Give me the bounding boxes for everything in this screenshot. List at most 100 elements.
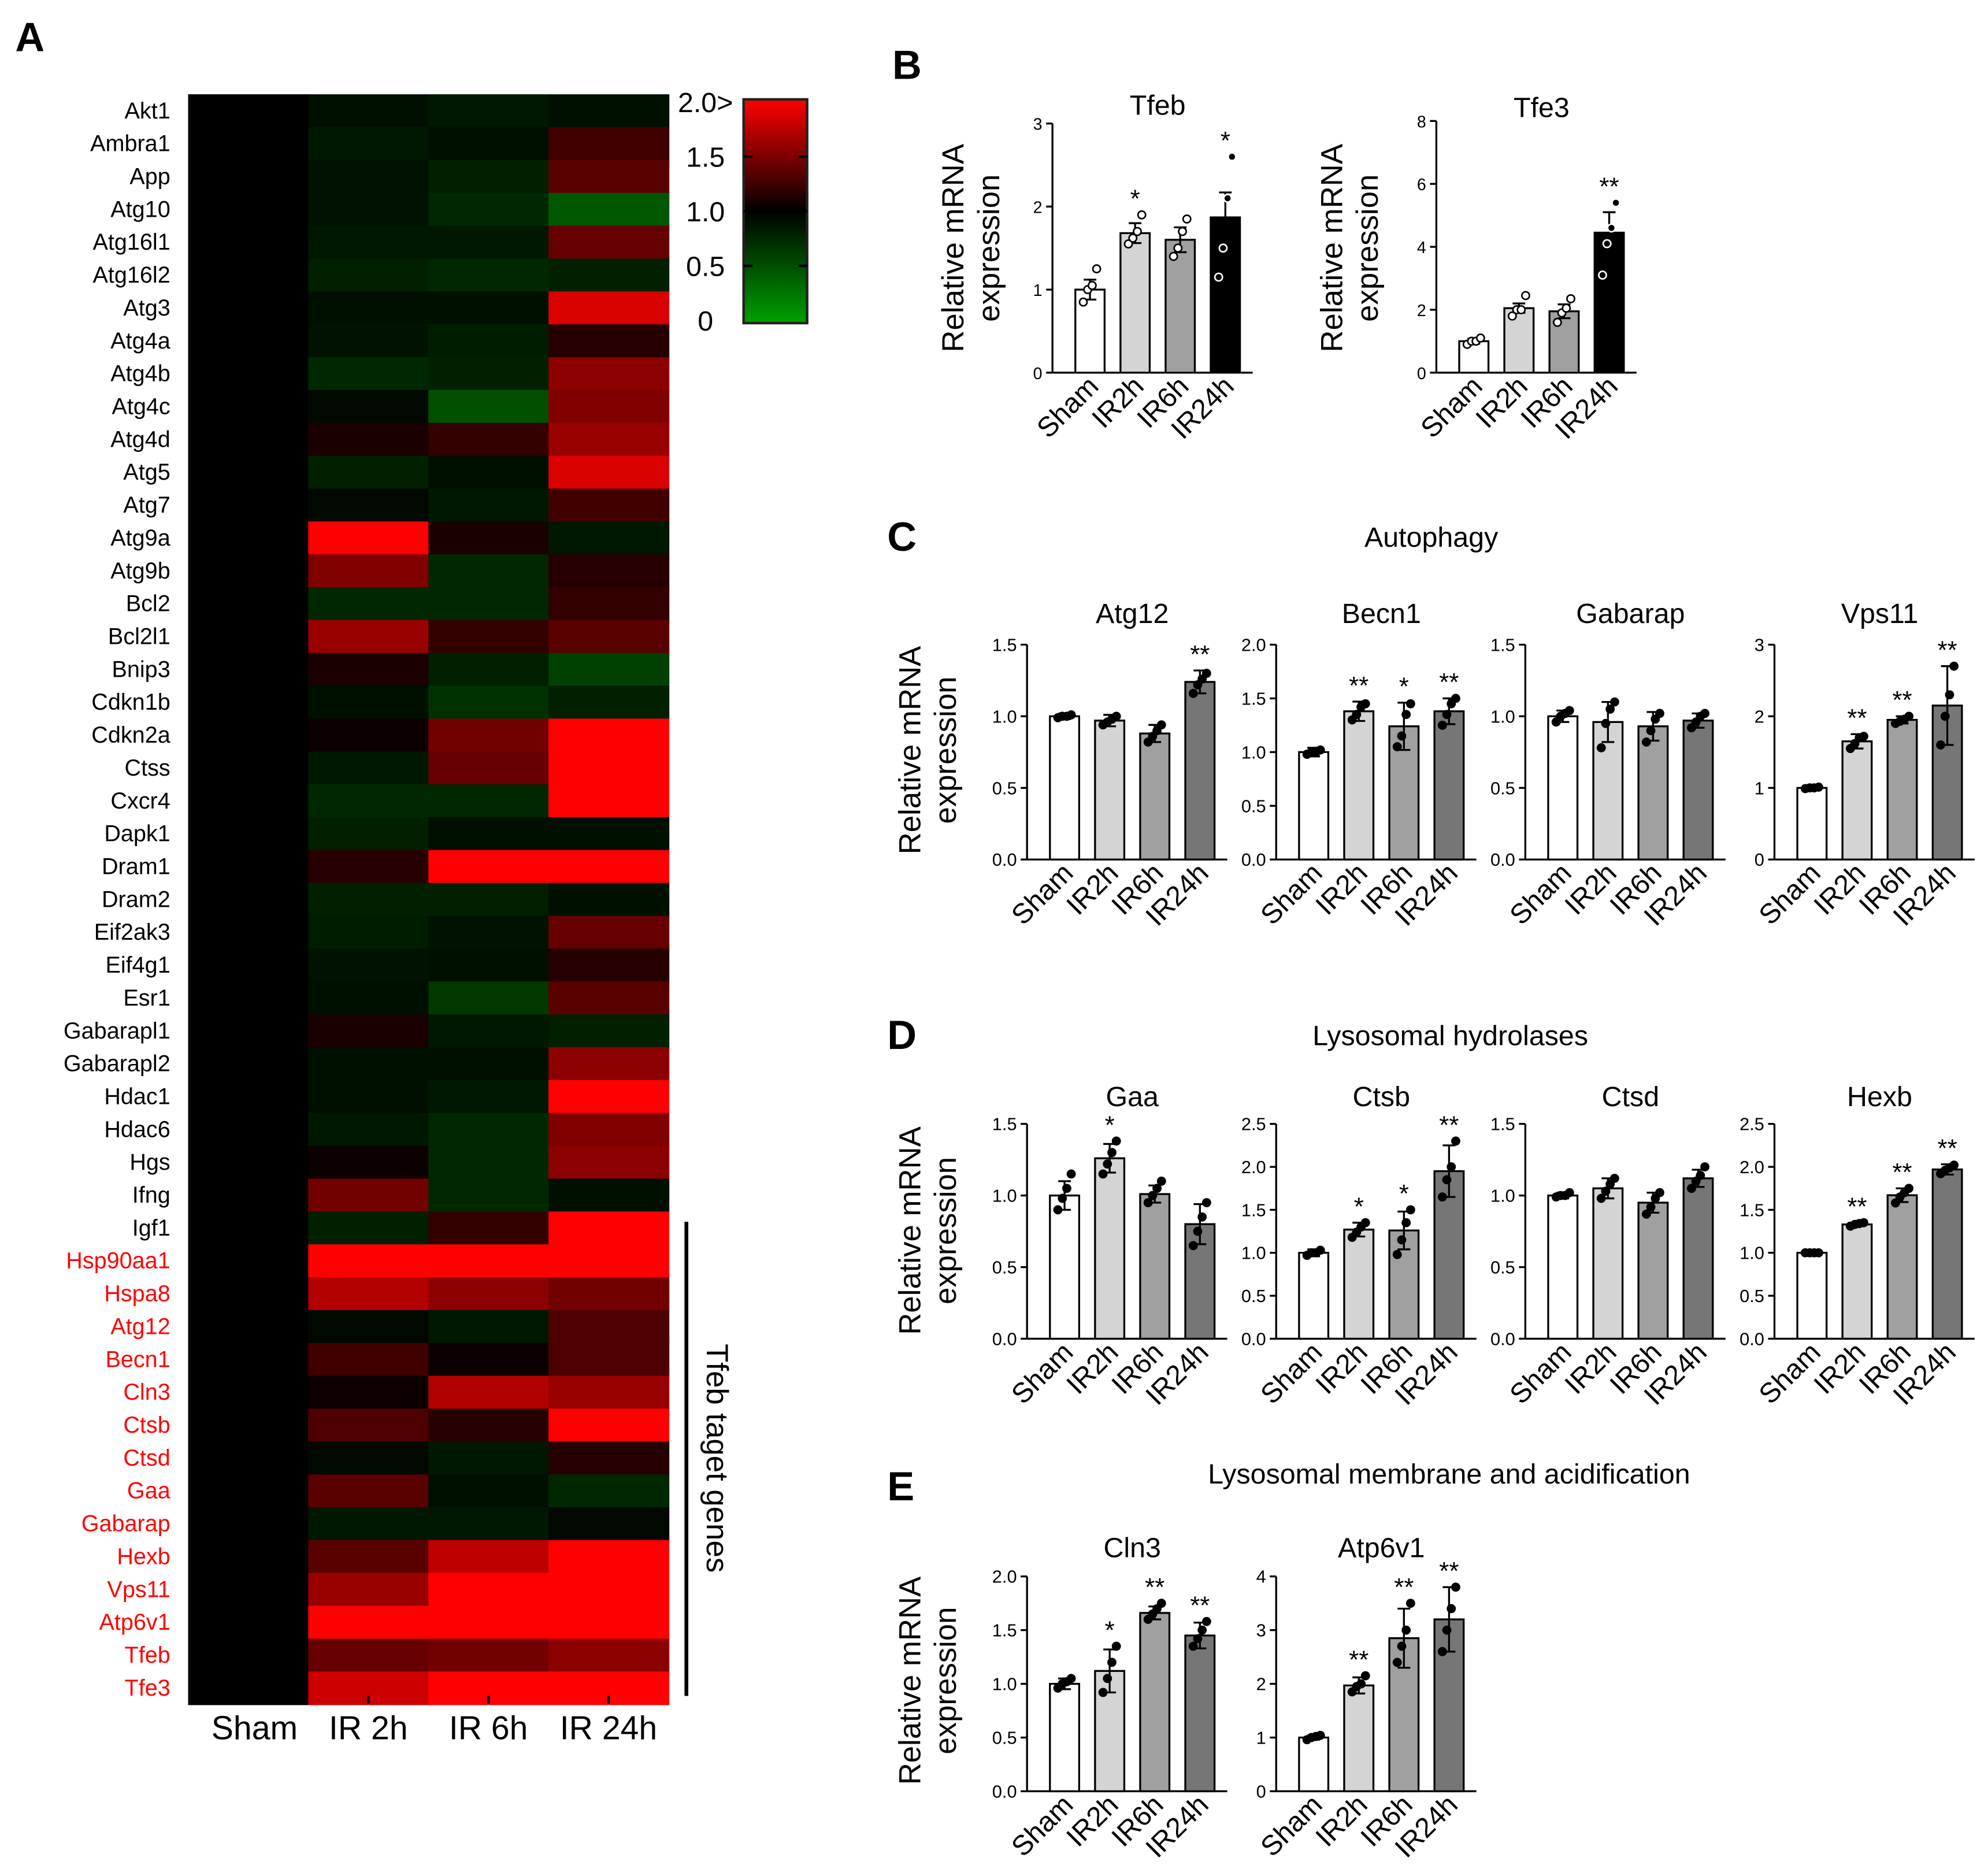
- data-point: [1397, 1641, 1407, 1651]
- y-axis-labels: Relative mRNA expression Relative mRNA expr…: [893, 143, 1385, 1785]
- data-point: [1193, 680, 1203, 689]
- heatmap-cell: [308, 1277, 429, 1311]
- heatmap-row-label: Atg4a: [110, 328, 170, 354]
- y-tick-label: 0.5: [1490, 1258, 1515, 1278]
- data-point: [1696, 1171, 1705, 1180]
- data-point: [1197, 1212, 1207, 1222]
- y-tick-label: 0.5: [992, 1258, 1017, 1278]
- data-point: [1111, 711, 1121, 721]
- heatmap-row-label: Dram1: [102, 854, 170, 879]
- heatmap-row-label: App: [129, 164, 170, 189]
- data-point: [1405, 1599, 1415, 1608]
- heatmap-row-label: Gabarap: [81, 1511, 170, 1537]
- heatmap-cell: [188, 94, 309, 128]
- colorbar-tick-label: 0.5: [686, 251, 725, 283]
- y-tick-label: 0.0: [992, 1329, 1017, 1349]
- data-point: [1107, 1148, 1117, 1158]
- heatmap-cell: [188, 1605, 309, 1640]
- data-point: [1188, 1241, 1198, 1251]
- colorbar-tick-label: 2.0>: [678, 87, 733, 118]
- bar: [1210, 216, 1241, 374]
- y-tick-label: 2: [1755, 706, 1764, 726]
- heatmap-cell: [308, 1310, 429, 1344]
- heatmap-cell: [188, 620, 309, 654]
- heatmap-cell: [548, 1244, 670, 1278]
- heatmap-cell: [428, 751, 550, 785]
- heatmap-cell: [308, 620, 429, 654]
- heatmap-cell: [308, 127, 429, 161]
- heatmap-cell: [428, 225, 550, 259]
- heatmap-cell: [188, 160, 309, 194]
- data-point: [1188, 688, 1198, 698]
- significance-label: *: [1221, 127, 1230, 155]
- heatmap-cell: [428, 718, 550, 752]
- heatmap-cell: [188, 1047, 309, 1081]
- heatmap-cell: [188, 390, 309, 424]
- heatmap-cell: [428, 1638, 550, 1673]
- heatmap-cell: [428, 620, 550, 654]
- heatmap-cell: [308, 1441, 429, 1475]
- data-point: [1058, 1193, 1067, 1203]
- significance-label: *: [1399, 1180, 1409, 1208]
- heatmap-cell: [308, 1605, 429, 1640]
- heatmap-cell: [308, 554, 429, 588]
- data-point: [1156, 1599, 1166, 1608]
- heatmap-cell: [188, 1080, 309, 1114]
- heatmap-cell: [548, 192, 670, 227]
- data-point: [1564, 1188, 1574, 1197]
- heatmap-cell: [188, 1671, 309, 1705]
- heatmap-cell: [428, 258, 550, 292]
- bar: [1184, 681, 1216, 861]
- bar-chart-cln3: Cln30.00.51.01.52.0Sham*IR2h**IR6h**IR24…: [992, 1533, 1227, 1864]
- significance-label: **: [1190, 640, 1210, 669]
- heatmap-cell: [428, 981, 550, 1015]
- bar: [1593, 231, 1625, 374]
- bar: [1343, 1684, 1375, 1793]
- y-tick-label: 1.0: [1490, 706, 1515, 726]
- data-point: [1605, 704, 1615, 714]
- heatmap-cell: [308, 1507, 429, 1541]
- heatmap-cell: [548, 850, 670, 884]
- section-title-hydrolases: Lysosomal hydrolases: [1312, 1020, 1588, 1051]
- heatmap-cell: [428, 1605, 550, 1640]
- bar: [1458, 340, 1490, 374]
- panel-letter-d: D: [887, 1012, 917, 1058]
- heatmap-cell: [308, 1014, 429, 1048]
- data-point: [1564, 706, 1574, 715]
- heatmap-cell: [548, 1507, 670, 1541]
- data-point: [1223, 194, 1233, 203]
- y-tick-label: 1.5: [992, 1620, 1017, 1641]
- heatmap-cell: [428, 488, 550, 522]
- y-tick-label: 1: [1033, 281, 1043, 300]
- heatmap-cell: [548, 882, 670, 917]
- y-tick-label: 1.5: [1739, 1200, 1764, 1220]
- heatmap-row-label: Dram2: [102, 887, 170, 912]
- heatmap-row-label: Atg16l2: [92, 262, 170, 288]
- heatmap-cell: [188, 685, 309, 720]
- heatmap-cell: [428, 1540, 550, 1574]
- bar: [1886, 1194, 1918, 1340]
- y-tick-label: 1.0: [1739, 1243, 1764, 1263]
- y-tick-label: 3: [1033, 116, 1043, 134]
- section-title-autophagy: Autophagy: [1364, 522, 1499, 553]
- heatmap-cell: [428, 455, 550, 490]
- panel-letter-a: A: [15, 14, 44, 60]
- heatmap-row-label: Atg7: [123, 492, 170, 518]
- heatmap-cell: [548, 685, 670, 720]
- heatmap-cell: [188, 1638, 309, 1673]
- data-point: [1596, 1193, 1606, 1203]
- heatmap-cell: [548, 521, 670, 555]
- heatmap-cell: [428, 784, 550, 818]
- significance-label: **: [1937, 636, 1957, 664]
- heatmap-cell: [188, 1540, 309, 1574]
- data-point: [1609, 697, 1619, 707]
- bar: [1119, 232, 1151, 374]
- data-point: [1062, 1184, 1071, 1193]
- data-point: [1356, 1679, 1366, 1689]
- heatmap-cell: [548, 1540, 670, 1574]
- heatmap-cell: [428, 521, 550, 555]
- data-point: [1227, 152, 1237, 162]
- y-tick-label: 0.0: [1241, 1329, 1266, 1349]
- heatmap-cell: [308, 455, 429, 490]
- y-tick-label: 8: [1417, 113, 1426, 131]
